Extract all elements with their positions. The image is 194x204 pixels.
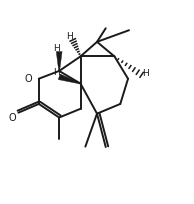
Text: H: H xyxy=(143,69,149,78)
Text: O: O xyxy=(8,113,16,123)
Text: H: H xyxy=(53,44,60,53)
Text: H: H xyxy=(67,32,73,41)
Polygon shape xyxy=(56,52,62,71)
Polygon shape xyxy=(58,74,81,84)
Text: H: H xyxy=(53,68,60,77)
Text: O: O xyxy=(24,74,32,84)
